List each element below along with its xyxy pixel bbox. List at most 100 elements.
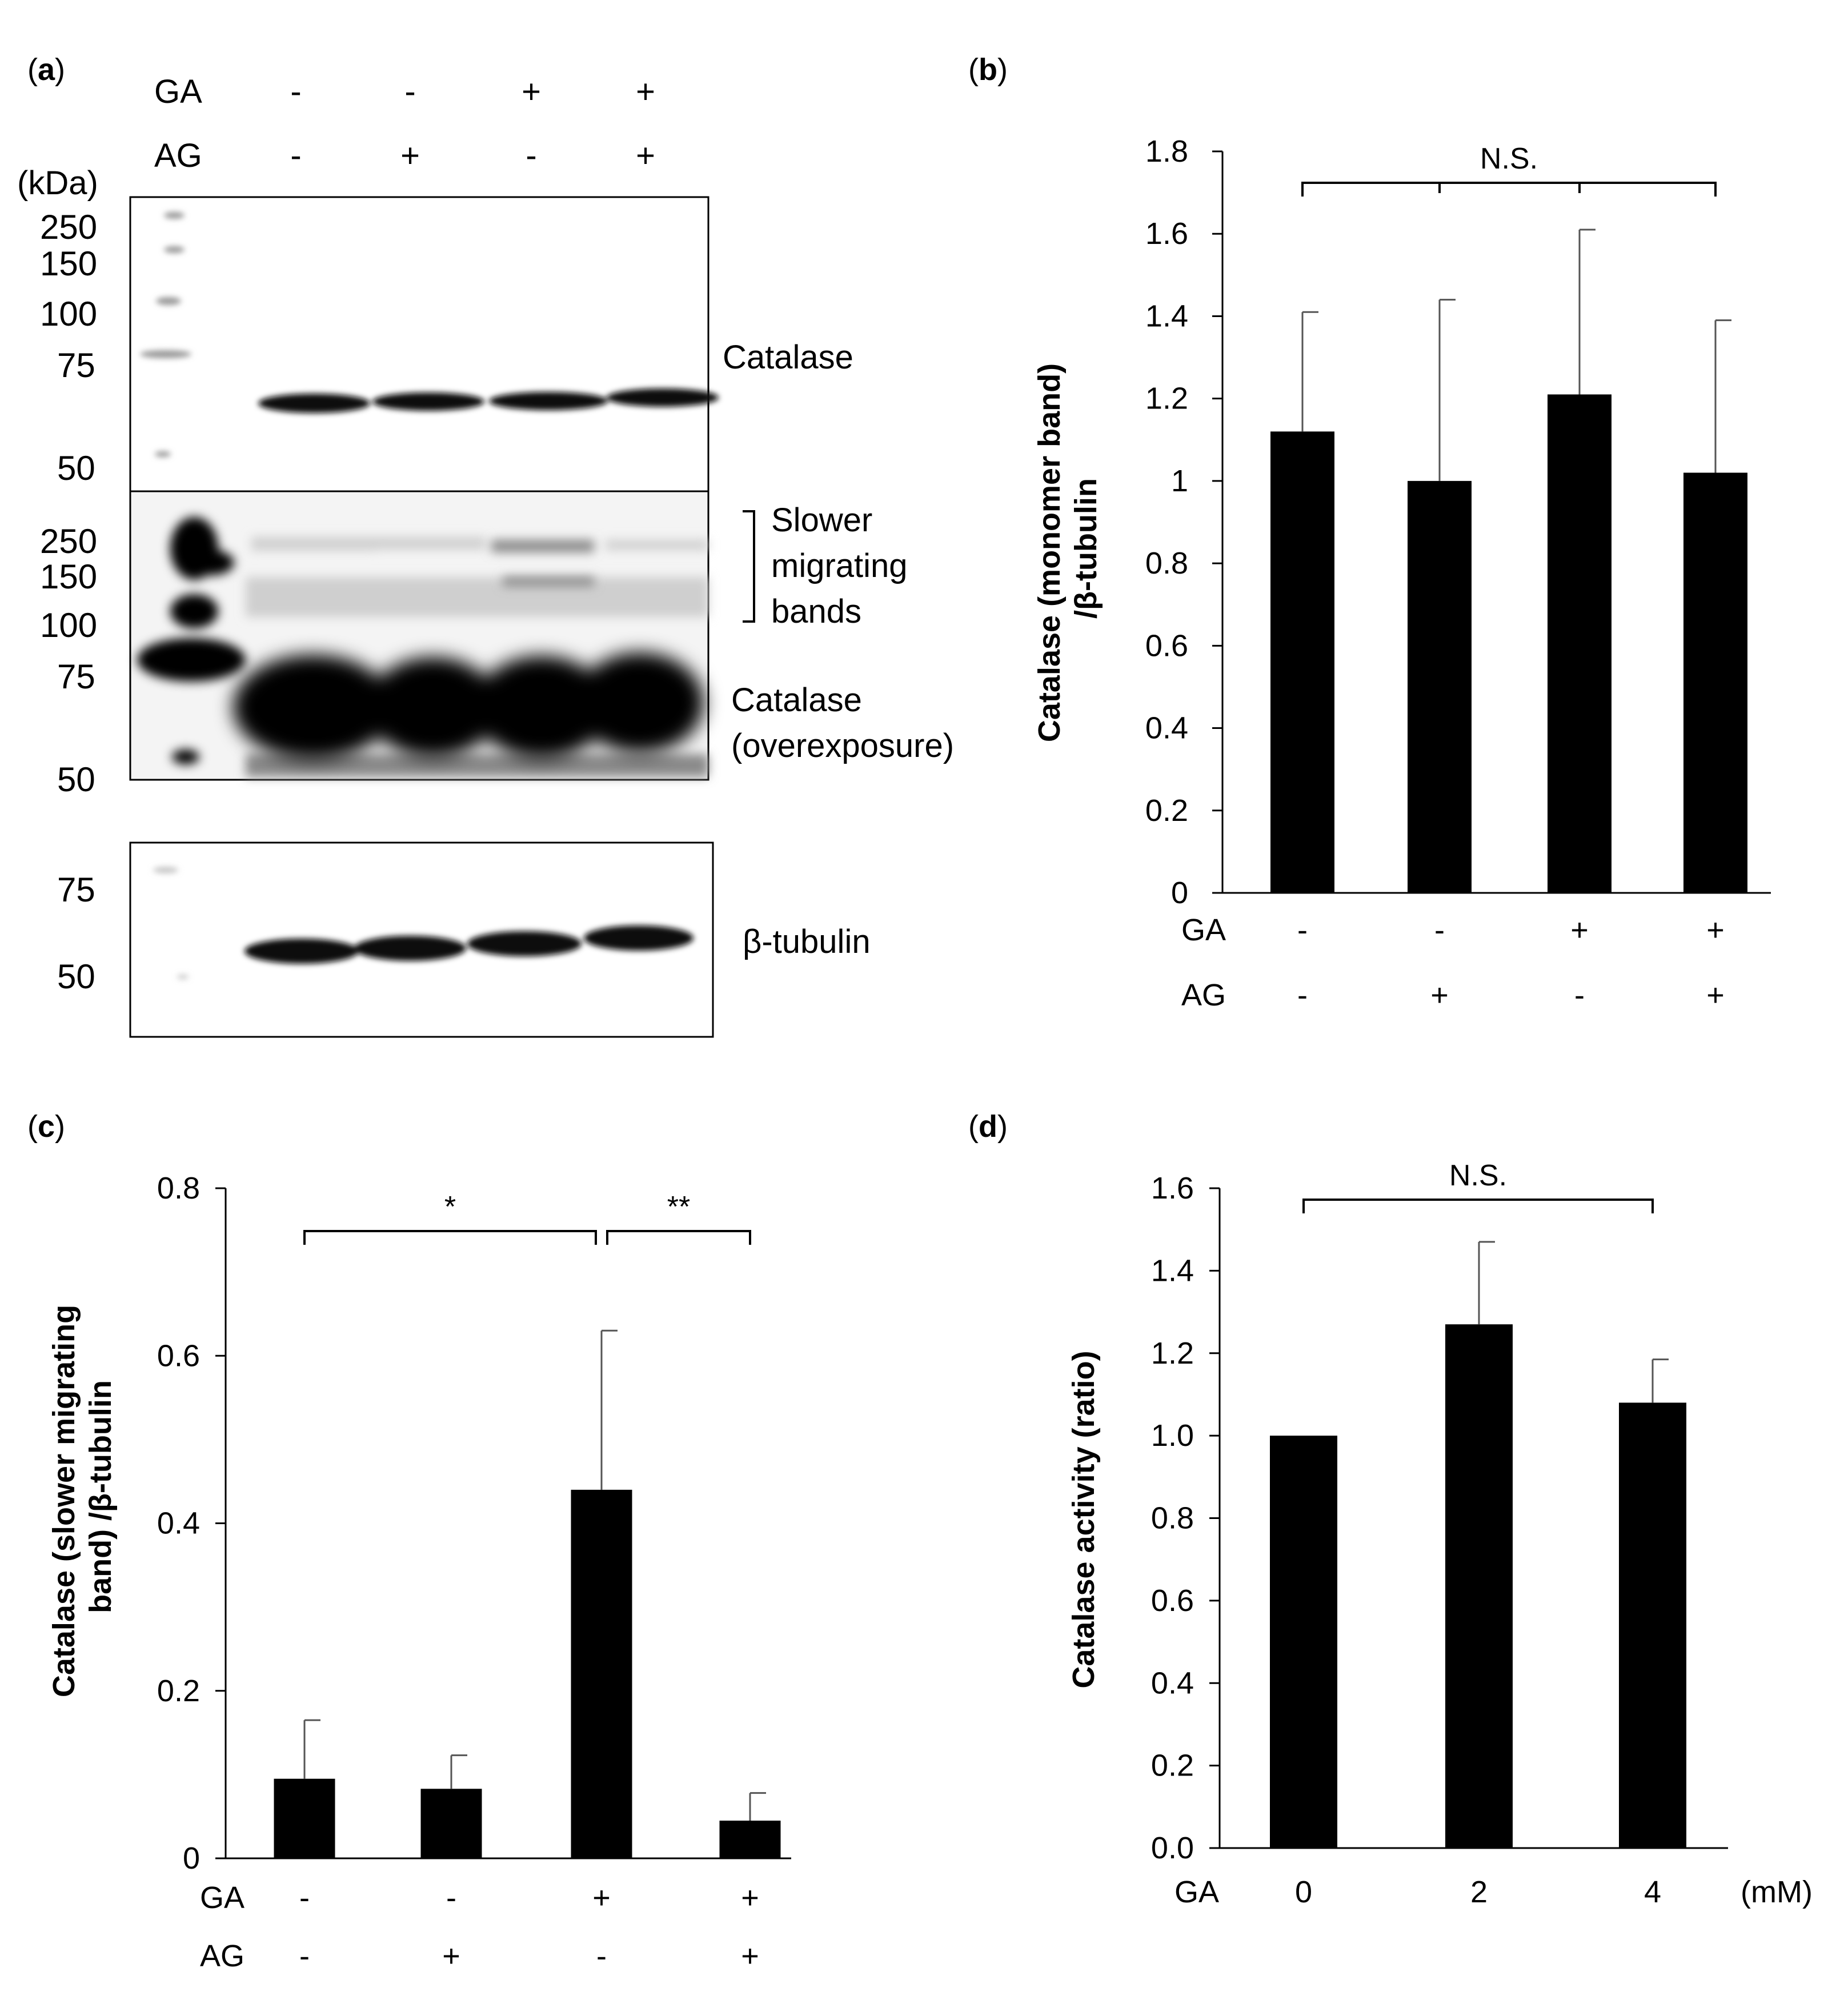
y-tick-label: 0 (1171, 876, 1188, 910)
y-tick-label: 1.2 (1145, 382, 1188, 416)
chart-d: (d) Catalase activity (ratio) 0.0 0.2 0.4 0… (968, 1109, 1813, 1909)
significance-label: * (444, 1191, 456, 1224)
slower-bands-bracket (743, 510, 755, 623)
ga-row-label: GA (154, 73, 202, 110)
y-tick-label: 0.2 (1151, 1749, 1194, 1783)
x-unit-label: (mM) (1741, 1875, 1813, 1909)
y-tick-label: 0.2 (157, 1674, 200, 1708)
bar (1619, 1402, 1686, 1848)
y-tick-label: 0.8 (1145, 546, 1188, 580)
ag-sign: - (526, 137, 536, 174)
ag-sign: - (1574, 978, 1585, 1012)
y-tick-label: 0 (183, 1841, 200, 1875)
x-category-label: 4 (1644, 1875, 1661, 1909)
mw-marker: 150 (40, 245, 97, 283)
kda-label: (kDa) (17, 165, 98, 202)
ga-sign: - (404, 73, 415, 110)
panel-a-western-blot: (a) GA AG - - + + - + - + (kDa) (17, 53, 954, 1038)
y-tick-label: 1.0 (1151, 1418, 1194, 1453)
mw-marker: 75 (57, 658, 95, 696)
significance-label: N.S. (1449, 1159, 1507, 1192)
ga-row-label: GA (200, 1881, 244, 1915)
mw-marker: 50 (57, 449, 95, 487)
panel-d-label: (d) (968, 1109, 1008, 1144)
band-label-slower: Slower migrating bands (771, 502, 917, 630)
ag-sign: + (442, 1939, 460, 1973)
bar (1683, 472, 1747, 893)
y-tick-label: 0.4 (1151, 1666, 1194, 1700)
x-category-label: 0 (1295, 1875, 1312, 1909)
blot-catalase-overexposure (129, 490, 709, 781)
bar (1445, 1324, 1513, 1848)
ag-sign: + (741, 1939, 759, 1973)
significance-label: N.S. (1480, 142, 1538, 175)
mw-marker: 100 (40, 606, 97, 644)
mw-marker: 50 (57, 957, 95, 996)
x-category-label: 2 (1470, 1875, 1488, 1909)
ag-sign: - (596, 1939, 607, 1973)
y-tick-label: 1.6 (1145, 217, 1188, 251)
ag-sign: + (636, 137, 655, 174)
bar (1408, 480, 1472, 893)
panel-c-label: (c) (27, 1109, 65, 1144)
ga-sign: - (1297, 913, 1308, 947)
significance-bracket (1302, 1199, 1654, 1213)
ga-sign: + (522, 73, 541, 110)
ga-sign: - (290, 73, 301, 110)
y-tick-label: 1.4 (1145, 299, 1188, 333)
ag-sign: - (1297, 978, 1308, 1012)
mw-marker: 50 (57, 760, 95, 799)
bar (1270, 1436, 1337, 1848)
bar (571, 1489, 632, 1858)
y-tick-label: 0.8 (1151, 1501, 1194, 1536)
y-tick-label: 0.6 (157, 1338, 200, 1373)
y-tick-label: 1.2 (1151, 1336, 1194, 1370)
y-tick-label: 0.4 (1145, 711, 1188, 746)
mw-marker: 150 (40, 558, 97, 596)
ga-sign: + (592, 1881, 611, 1915)
significance-bracket (303, 1230, 597, 1245)
ga-sign: - (1434, 913, 1445, 947)
blot-catalase (129, 196, 719, 492)
y-tick-label: 1.8 (1145, 134, 1188, 169)
y-tick-label: 0.2 (1145, 793, 1188, 828)
blot-beta-tubulin (129, 841, 714, 1038)
ag-sign: - (299, 1939, 310, 1973)
bar (274, 1778, 335, 1858)
y-tick-label: 0.6 (1145, 628, 1188, 663)
bar (1270, 431, 1334, 893)
band-label-catalase: Catalase (723, 339, 853, 376)
panel-b-label: (b) (968, 53, 1008, 87)
ga-sign: - (299, 1881, 310, 1915)
ag-sign: - (290, 137, 301, 174)
significance-bracket (1301, 182, 1717, 197)
y-tick-label: 0.8 (157, 1171, 200, 1205)
mw-marker: 250 (40, 522, 97, 560)
chart-c: (c) Catalase (slower migrating band) /β-… (27, 1109, 791, 1973)
y-axis-label: Catalase activity (ratio) (1067, 1350, 1101, 1688)
y-tick-label: 0.4 (157, 1506, 200, 1541)
bar (719, 1821, 781, 1858)
mw-marker: 100 (40, 295, 97, 333)
mw-marker: 250 (40, 208, 97, 246)
significance-bracket (606, 1230, 751, 1245)
ga-sign: + (636, 73, 655, 110)
ag-row-label: AG (200, 1939, 244, 1973)
ag-row-label: AG (154, 137, 202, 174)
ag-sign: + (400, 137, 420, 174)
band-label-tubulin: β-tubulin (743, 923, 871, 960)
ga-sign: + (741, 1881, 759, 1915)
chart-b: (b) Catalase (monomer band) /β-tubulin 0… (968, 53, 1771, 1012)
ag-sign: + (1706, 978, 1725, 1012)
y-axis-label: Catalase (slower migrating band) /β-tubu… (47, 1296, 118, 1697)
ga-sign: - (446, 1881, 456, 1915)
ga-sign: + (1570, 913, 1589, 947)
band-label-overexposure: Catalase (overexposure) (731, 682, 954, 764)
bar (1548, 394, 1612, 893)
mw-marker: 75 (57, 346, 95, 384)
y-tick-label: 1.6 (1151, 1171, 1194, 1205)
mw-marker: 75 (57, 871, 95, 909)
ag-row-label: AG (1181, 978, 1226, 1012)
bar (420, 1789, 482, 1858)
